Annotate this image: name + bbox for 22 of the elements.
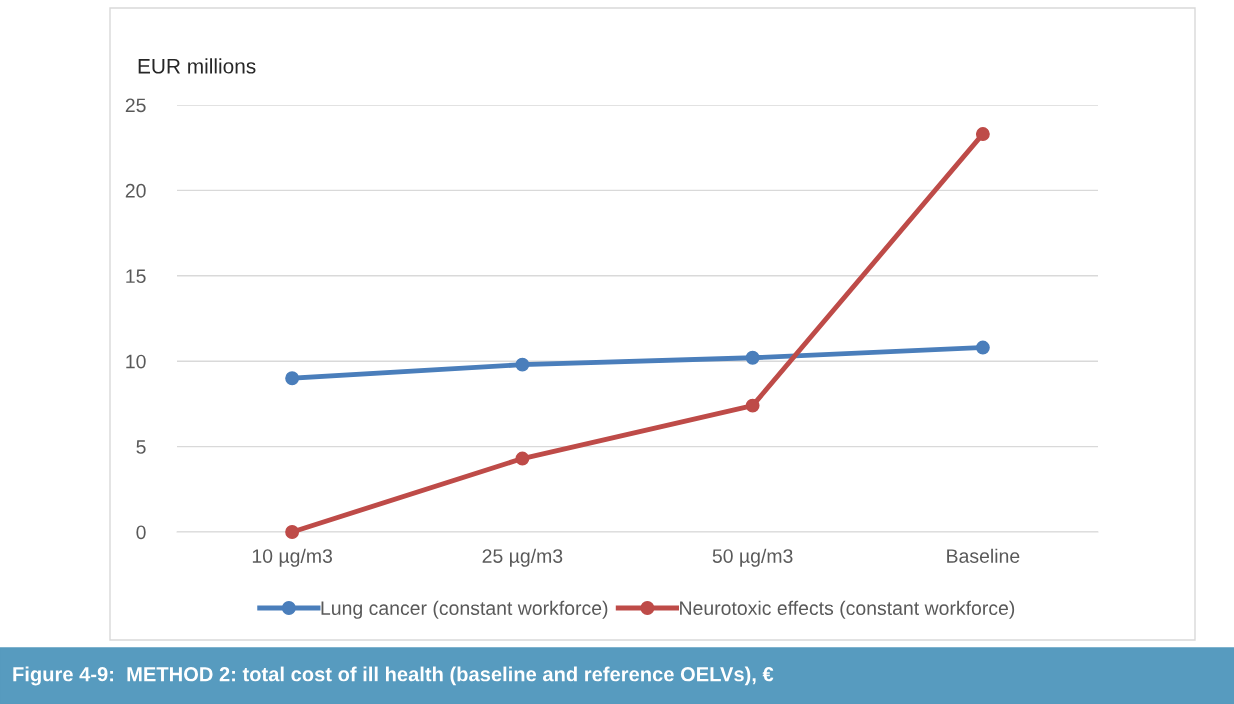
y-tick-label: 25	[125, 98, 146, 113]
point	[975, 340, 990, 355]
point	[745, 350, 760, 365]
legend-label: Neurotoxic effects (constant workforce)	[680, 600, 1015, 619]
point	[745, 398, 760, 413]
legend-label: Lung cancer (constant workforce)	[321, 600, 608, 619]
point	[515, 357, 530, 372]
y-tick-label: 15	[126, 269, 146, 284]
y-tick-label: 10	[126, 354, 146, 369]
x-tick-label: Baseline	[947, 548, 1020, 563]
y-axis-title: EUR millions	[138, 58, 256, 74]
x-tick-label: 25 µg/m3	[482, 548, 563, 567]
x-tick-label: 50 µg/m3	[712, 548, 793, 567]
y-tick-label: 5	[136, 440, 146, 454]
point	[515, 451, 530, 466]
x-tick-label: 10 µg/m3	[252, 548, 332, 567]
point	[285, 371, 300, 386]
y-tick-label: 0	[136, 525, 146, 540]
point	[975, 127, 990, 141]
caption: Figure 4-9: METHOD 2: total cost of ill health (baseline and reference OELVs), €	[13, 666, 774, 686]
point	[285, 525, 300, 539]
y-tick-label: 20	[125, 183, 146, 198]
